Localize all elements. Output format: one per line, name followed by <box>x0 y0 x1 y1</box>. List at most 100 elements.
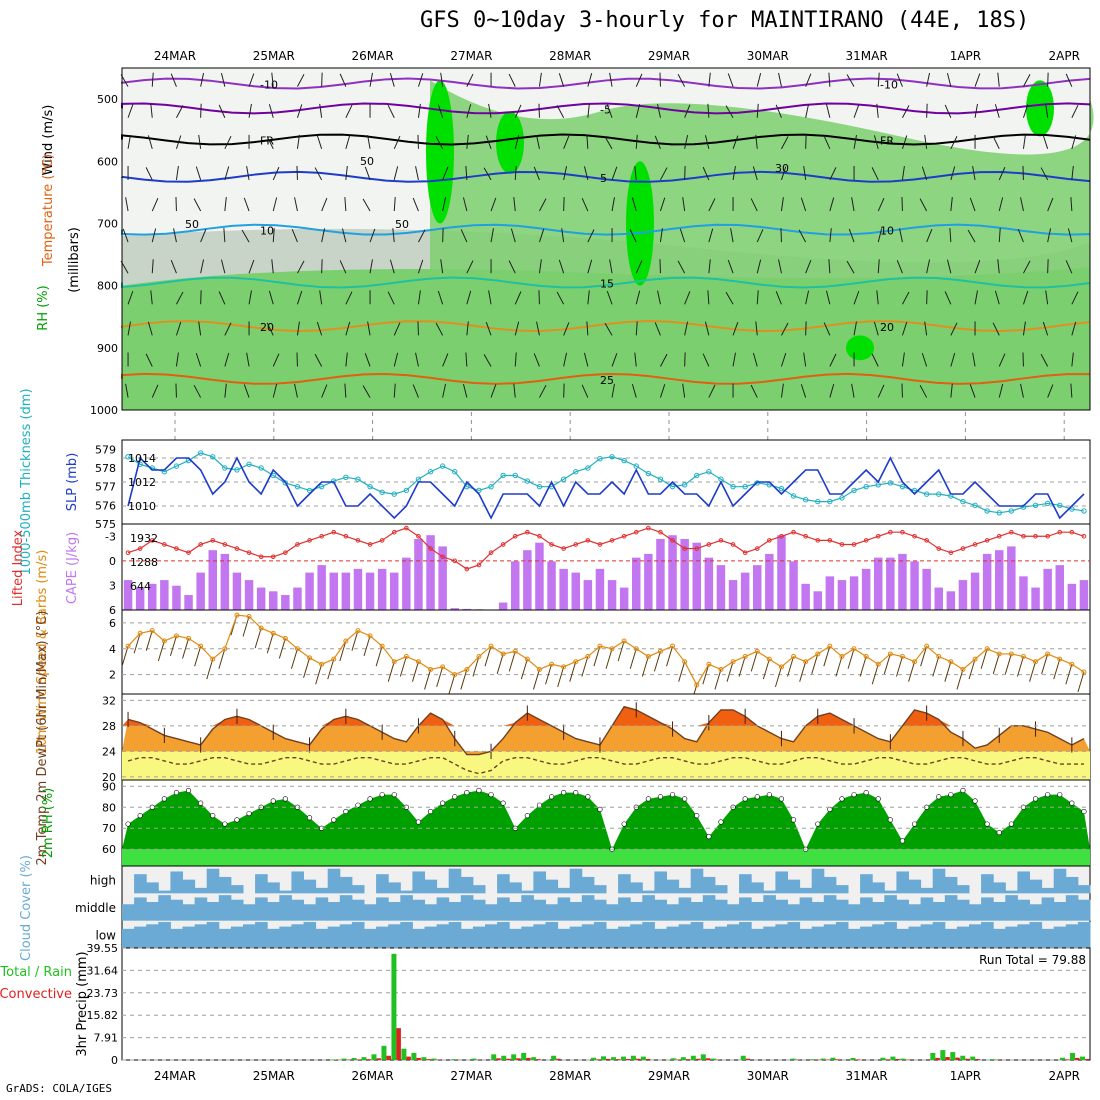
cloud-cell <box>714 885 728 894</box>
rh2m-point <box>488 792 494 798</box>
cloud-cell <box>751 882 764 894</box>
precip-total-bar <box>341 1058 347 1060</box>
precip-total-bar <box>471 1058 477 1060</box>
wind-barb <box>466 134 469 149</box>
wind-barb <box>853 321 857 336</box>
rh2m-point <box>198 800 204 806</box>
lifted-point <box>210 538 216 543</box>
wind-barb <box>125 197 129 212</box>
wind-barb <box>679 228 686 243</box>
wind-barb <box>829 383 835 398</box>
cloud-cell <box>678 924 692 948</box>
lifted-point <box>149 538 155 543</box>
cloud-cell <box>823 895 837 921</box>
precip-convective-bar <box>536 1059 541 1060</box>
wind10-point <box>137 630 143 636</box>
wind-barb <box>829 167 837 181</box>
cloud-cell <box>460 876 474 894</box>
cloud-cell <box>896 899 909 921</box>
wind-barb <box>224 197 227 212</box>
wind10-point <box>258 625 264 631</box>
date-tick-top: 30MAR <box>747 49 789 63</box>
precip-total-bar <box>511 1054 517 1060</box>
wind-barb <box>949 228 952 243</box>
wind-barb <box>563 166 568 181</box>
cloud-cell <box>993 901 1006 921</box>
wind-barb <box>393 352 399 367</box>
wind-barb <box>750 198 758 212</box>
precip-total-bar <box>970 1056 976 1060</box>
lifted-point <box>791 529 796 535</box>
cloud-cell <box>630 901 643 921</box>
wind-barb <box>341 228 347 243</box>
cloud-cell <box>327 868 341 894</box>
wind-barb <box>707 290 710 305</box>
cloud-cell <box>1017 871 1030 894</box>
footer-credit: GrADS: COLA/IGES <box>6 1082 112 1095</box>
wind10-point <box>682 659 688 665</box>
rh-high-patch <box>846 335 874 361</box>
wind-barb <box>314 353 323 367</box>
wind-barb <box>950 352 956 367</box>
wind10-barb <box>303 657 311 678</box>
cloud-cell <box>702 928 716 948</box>
wind-barb <box>659 384 666 398</box>
precip-convective-bar <box>705 1058 711 1060</box>
cloud-cell <box>533 899 546 921</box>
ylabel-precip: 3hr Precip (mm) <box>75 951 90 1056</box>
lifted-point <box>525 529 530 535</box>
rh-high-patch <box>496 111 524 174</box>
wind-barb <box>339 260 347 274</box>
precip-total-bar <box>551 1055 557 1060</box>
rh2m-point <box>694 813 700 819</box>
cape-bar <box>1043 568 1052 610</box>
rh2m-point <box>137 813 143 819</box>
rh2m-point <box>210 813 216 819</box>
cloud-cell <box>787 904 801 921</box>
wind-barb <box>440 72 444 87</box>
wind-barb <box>800 197 807 212</box>
wind10-point <box>960 666 966 672</box>
wind-barb <box>778 259 782 274</box>
wind10-barb <box>557 666 565 688</box>
cloud-cell <box>775 899 788 921</box>
rh2m-point <box>815 821 821 827</box>
cloud-level-label: middle <box>75 901 116 915</box>
date-tick-bottom: 25MAR <box>253 1069 295 1083</box>
lifted-point <box>815 538 821 543</box>
cape-bar <box>837 580 847 610</box>
wind10-point <box>210 656 216 662</box>
thickness-point <box>367 483 373 490</box>
wind-barb <box>708 228 714 243</box>
wind-barb <box>756 259 762 274</box>
wind-barb <box>732 166 736 181</box>
wind-barb <box>853 290 860 305</box>
wind10-point <box>585 654 591 660</box>
wind-barb <box>1040 167 1049 181</box>
wind-barb <box>901 321 908 336</box>
cape-tick: 1932 <box>130 532 158 545</box>
precip-total-bar <box>670 1058 676 1060</box>
rh2m-point <box>851 792 857 798</box>
precip-total-bar <box>431 1058 437 1060</box>
wind-barb <box>780 383 784 398</box>
wind-barb <box>466 73 474 87</box>
wind-barb <box>345 291 353 305</box>
thickness-point <box>754 480 760 486</box>
wind10-barb <box>847 648 855 669</box>
wind10-tick: 4 <box>109 643 116 656</box>
thickness-tick: 575 <box>95 518 116 531</box>
cloud-cell <box>630 924 643 948</box>
wind-barb <box>871 167 879 181</box>
rh-contour-label: 50 <box>185 218 199 231</box>
wind10-barb <box>1016 656 1024 677</box>
wind-barb <box>994 104 1000 118</box>
wind-barb <box>1020 383 1024 398</box>
cape-bar <box>341 572 351 610</box>
cape-bar <box>934 587 943 610</box>
wind-barb <box>805 73 812 87</box>
cape-bar <box>1019 576 1028 610</box>
cloud-cell <box>351 922 365 948</box>
cloud-cell <box>848 928 861 948</box>
wind-barb <box>805 260 812 274</box>
